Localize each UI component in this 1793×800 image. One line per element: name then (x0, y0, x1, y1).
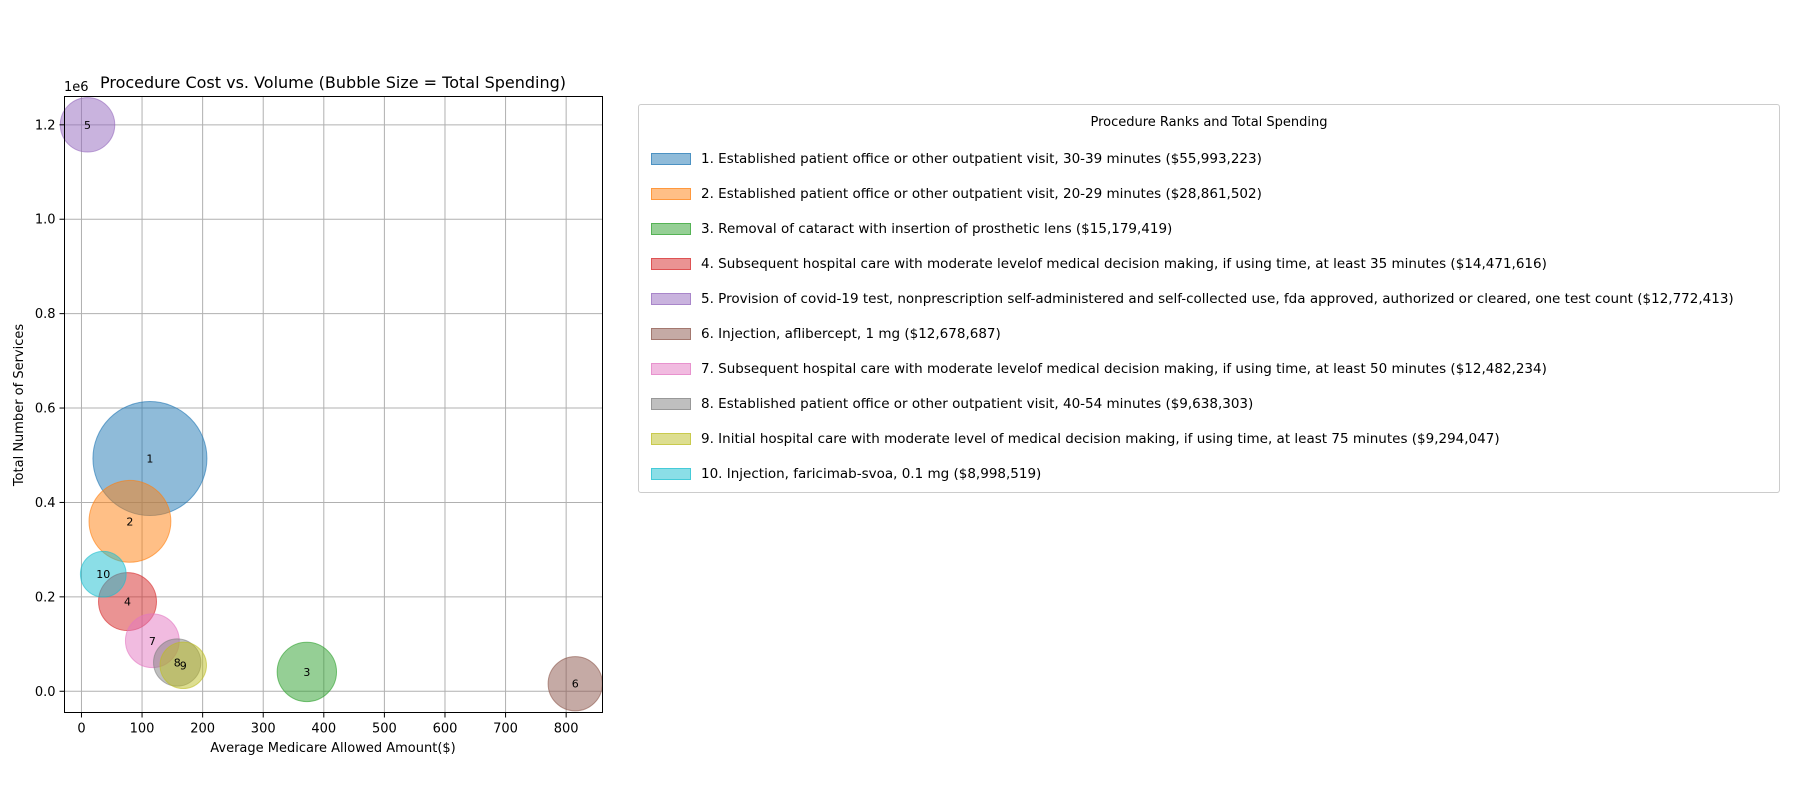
legend-item-1: 1. Established patient office or other o… (651, 141, 1734, 176)
legend-label: 9. Initial hospital care with moderate l… (701, 430, 1500, 447)
legend-item-2: 2. Established patient office or other o… (651, 176, 1734, 211)
x-tick-label: 400 (311, 722, 336, 737)
bubble-3 (276, 641, 338, 703)
bubble-label-2: 2 (126, 515, 133, 528)
legend-item-5: 5. Provision of covid-19 test, nonprescr… (651, 281, 1734, 316)
bubble-label-8: 8 (174, 656, 181, 669)
x-tick-label: 600 (433, 722, 458, 737)
bubble-label-6: 6 (572, 678, 579, 691)
bubble-label-9: 9 (180, 659, 187, 672)
legend-item-6: 6. Injection, aflibercept, 1 mg ($12,678… (651, 316, 1734, 351)
legend-label: 2. Established patient office or other o… (701, 185, 1262, 202)
bubble-9 (159, 641, 207, 690)
bubble-2 (88, 479, 172, 563)
bubble-labels: 1 2 3 4 5 6 7 8 9 10 (84, 119, 579, 691)
bubble-label-4: 4 (124, 596, 131, 609)
legend-item-9: 9. Initial hospital care with moderate l… (651, 421, 1734, 456)
y-axis: 0.0 0.2 0.4 0.6 0.8 1.0 1.2 (35, 118, 65, 700)
x-axis-label: Average Medicare Allowed Amount($) (210, 741, 455, 756)
legend-item-7: 7. Subsequent hospital care with moderat… (651, 351, 1734, 386)
bubble-label-3: 3 (303, 666, 310, 679)
y-tick-label: 0.8 (35, 307, 56, 322)
legend-item-3: 3. Removal of cataract with insertion of… (651, 211, 1734, 246)
legend-title: Procedure Ranks and Total Spending (1090, 115, 1328, 130)
legend-label: 3. Removal of cataract with insertion of… (701, 220, 1173, 237)
legend-swatch (651, 187, 691, 200)
legend-swatch (651, 362, 691, 375)
legend-swatch (651, 397, 691, 410)
y-tick-label: 1.0 (35, 213, 56, 228)
y-offset-label: 1e6 (64, 80, 89, 95)
x-tick-label: 0 (77, 722, 85, 737)
legend-swatch (651, 152, 691, 165)
bubble-label-7: 7 (149, 635, 156, 648)
legend-swatch (651, 292, 691, 305)
y-tick-label: 0.4 (35, 496, 56, 511)
x-tick-label: 700 (493, 722, 518, 737)
legend-label: 8. Established patient office or other o… (701, 395, 1254, 412)
bubble-label-1: 1 (146, 453, 153, 466)
x-tick-label: 200 (190, 722, 215, 737)
legend-item-10: 10. Injection, faricimab-svoa, 0.1 mg ($… (651, 456, 1734, 491)
legend-item-4: 4. Subsequent hospital care with moderat… (651, 246, 1734, 281)
bubble-label-10: 10 (96, 568, 110, 581)
x-axis: 0 100 200 300 400 500 600 700 800 (77, 712, 579, 737)
legend: Procedure Ranks and Total Spending 1. Es… (638, 104, 1780, 493)
legend-label: 1. Established patient office or other o… (701, 150, 1262, 167)
y-axis-label: Total Number of Services (12, 324, 27, 488)
legend-swatch (651, 327, 691, 340)
x-tick-label: 100 (130, 722, 155, 737)
chart-title: Procedure Cost vs. Volume (Bubble Size =… (100, 73, 566, 92)
x-tick-label: 300 (251, 722, 276, 737)
x-tick-label: 500 (372, 722, 397, 737)
y-tick-label: 0.0 (35, 685, 56, 700)
legend-items: 1. Established patient office or other o… (651, 141, 1734, 491)
legend-label: 5. Provision of covid-19 test, nonprescr… (701, 290, 1734, 307)
legend-swatch (651, 432, 691, 445)
y-tick-label: 0.6 (35, 402, 56, 417)
y-tick-label: 1.2 (35, 118, 56, 133)
bubble-10 (79, 550, 127, 598)
legend-label: 7. Subsequent hospital care with moderat… (701, 360, 1547, 377)
y-tick-label: 0.2 (35, 590, 56, 605)
legend-label: 10. Injection, faricimab-svoa, 0.1 mg ($… (701, 465, 1042, 482)
legend-swatch (651, 257, 691, 270)
legend-label: 4. Subsequent hospital care with moderat… (701, 255, 1547, 272)
plot-frame (64, 96, 603, 713)
legend-swatch (651, 222, 691, 235)
legend-label: 6. Injection, aflibercept, 1 mg ($12,678… (701, 325, 1001, 342)
bubble-label-5: 5 (84, 119, 91, 132)
legend-item-8: 8. Established patient office or other o… (651, 386, 1734, 421)
bubbles (59, 97, 603, 712)
x-tick-label: 800 (554, 722, 579, 737)
legend-swatch (651, 467, 691, 480)
